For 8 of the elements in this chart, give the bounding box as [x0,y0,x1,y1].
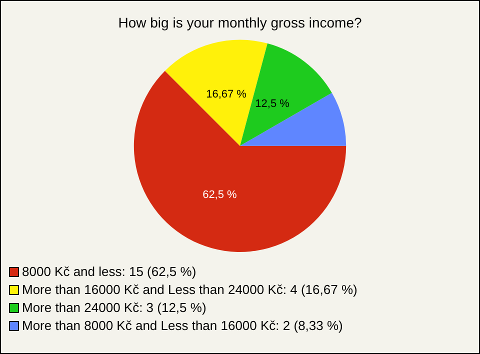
legend-label: More than 16000 Kč and Less than 24000 Kč: 4 (16,67 %) [22,281,358,299]
data-label: 62,5 % [202,188,238,201]
legend-label: More than 8000 Kč and Less than 16000 Kč: 2 (8,33 %) [22,317,343,335]
legend-label: More than 24000 Kč: 3 (12,5 %) [22,299,206,317]
data-label: 12,5 % [255,98,290,110]
data-label: 16,67 % [206,88,247,101]
chart-title: How big is your monthly gross income? [118,14,362,30]
legend-label: 8000 Kč and less: 15 (62,5 %) [22,263,196,281]
